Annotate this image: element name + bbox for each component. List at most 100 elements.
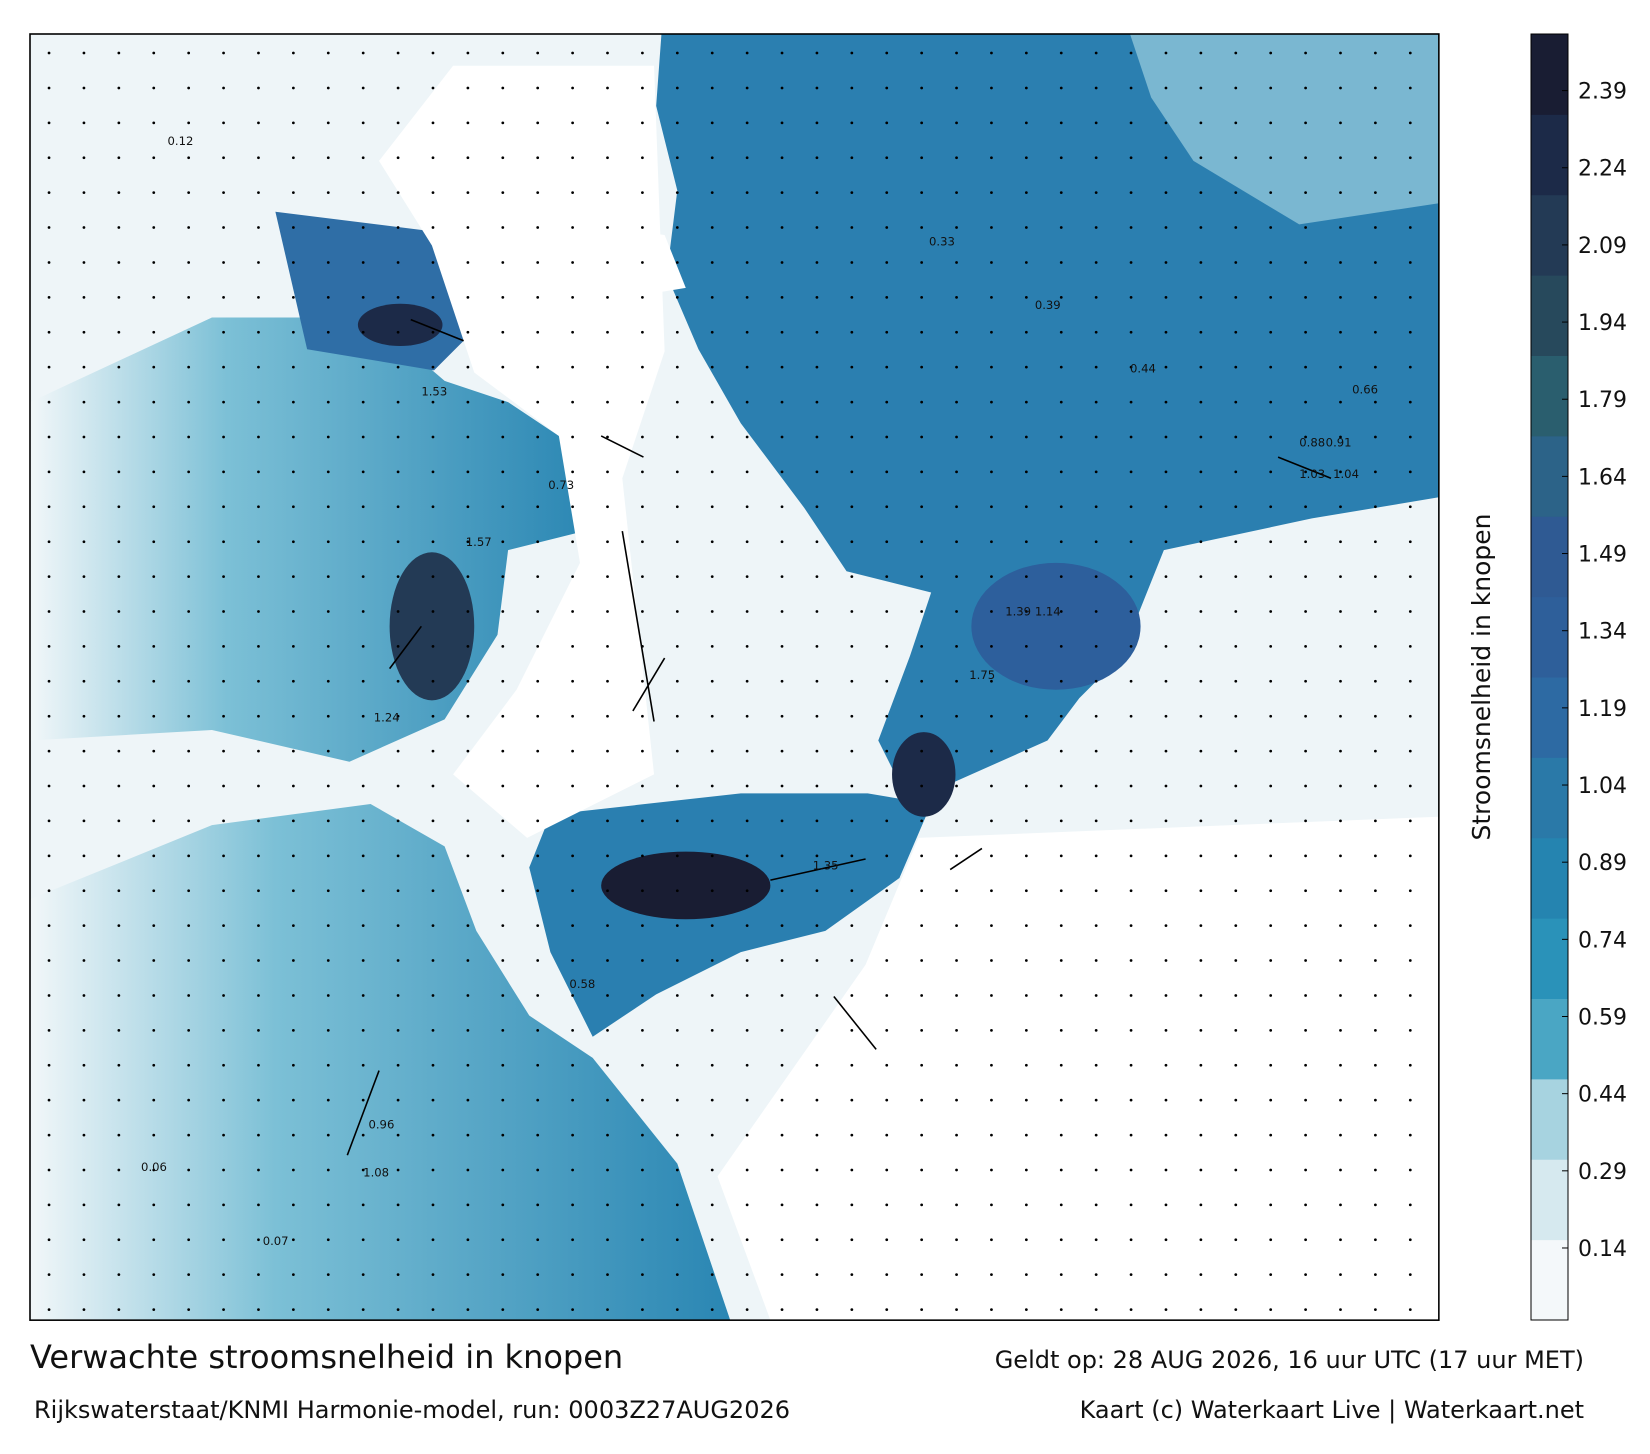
grid-dot (1374, 295, 1377, 299)
grid-dot (536, 505, 540, 509)
grid-dot (1129, 784, 1133, 788)
grid-dot (920, 470, 924, 474)
grid-dot (291, 1203, 295, 1207)
colorbar-tick-label: 0.89 (1578, 851, 1627, 876)
grid-dot (885, 540, 889, 544)
grid-dot (1408, 994, 1412, 997)
grid-dot (641, 295, 644, 299)
grid-dot (326, 610, 330, 613)
grid-dot (1024, 156, 1028, 160)
grid-dot (1339, 749, 1342, 753)
grid-dot (1234, 1098, 1238, 1102)
grid-dot (536, 121, 540, 125)
grid-dot (291, 505, 295, 509)
grid-dot (431, 994, 435, 997)
grid-dot (466, 226, 470, 229)
grid-dot (1408, 400, 1412, 404)
grid-dot (1164, 854, 1168, 858)
colorbar-band (1531, 34, 1568, 115)
grid-dot (82, 749, 86, 753)
grid-dot (431, 330, 435, 334)
grid-dot (780, 156, 784, 160)
grid-dot (745, 121, 749, 125)
grid-dot (850, 1273, 854, 1277)
fast-current (892, 732, 956, 817)
grid-dot (1059, 365, 1063, 369)
grid-dot (431, 959, 435, 962)
grid-dot (885, 156, 889, 160)
grid-dot (920, 156, 924, 160)
grid-dot (1199, 994, 1203, 997)
grid-dot (1374, 121, 1377, 125)
grid-dot (920, 679, 924, 683)
speed-label: 0.88 (1299, 436, 1325, 450)
grid-dot (1339, 1308, 1342, 1311)
grid-dot (675, 610, 679, 613)
grid-dot (1269, 1238, 1273, 1242)
grid-dot (466, 1273, 470, 1277)
grid-dot (571, 156, 574, 160)
speed-label: 0.39 (1035, 298, 1061, 312)
grid-dot (675, 365, 679, 369)
grid-dot (431, 261, 435, 264)
grid-dot (641, 330, 644, 334)
colorbar-band (1531, 114, 1568, 196)
grid-dot (1024, 435, 1028, 439)
grid-dot (117, 365, 121, 369)
grid-dot (780, 994, 784, 997)
grid-dot (222, 854, 225, 858)
grid-dot (222, 645, 225, 648)
grid-dot (1059, 540, 1063, 544)
grid-dot (1269, 610, 1273, 613)
map: 1.531.571.39 1.141.751.351.03 1.040.88 0.91… (29, 33, 1440, 1321)
grid-dot (641, 924, 644, 928)
grid-dot (920, 575, 924, 578)
grid-dot (1304, 191, 1307, 195)
grid-dot (536, 226, 540, 229)
grid-dot (152, 714, 156, 718)
grid-dot (571, 1063, 574, 1067)
grid-dot (396, 191, 400, 195)
grid-dot (152, 819, 156, 823)
grid-dot (1408, 156, 1412, 160)
grid-dot (222, 400, 225, 404)
grid-dot (710, 1098, 714, 1102)
grid-dot (606, 435, 609, 439)
grid-dot (1408, 959, 1412, 962)
grid-dot (536, 540, 540, 544)
grid-dot (606, 1098, 609, 1102)
grid-dot (885, 226, 889, 229)
grid-dot (82, 365, 86, 369)
grid-dot (885, 1168, 889, 1172)
grid-dot (571, 470, 574, 474)
grid-dot (361, 1238, 365, 1242)
grid-dot (1094, 610, 1098, 613)
grid-dot (326, 400, 330, 404)
grid-dot (1304, 1273, 1307, 1277)
grid-dot (745, 505, 749, 509)
grid-dot (1339, 679, 1342, 683)
grid-dot (885, 1273, 889, 1277)
grid-dot (641, 1133, 644, 1137)
grid-dot (431, 645, 435, 648)
grid-dot (1269, 1203, 1273, 1207)
grid-dot (1339, 784, 1342, 788)
grid-dot (257, 959, 260, 962)
grid-dot (641, 156, 644, 160)
grid-dot (466, 505, 470, 509)
grid-dot (780, 261, 784, 264)
grid-dot (815, 400, 819, 404)
grid-dot (1374, 435, 1377, 439)
grid-dot (187, 86, 191, 90)
grid-dot (47, 470, 51, 474)
grid-dot (396, 435, 400, 439)
grid-dot (920, 295, 924, 299)
grid-dot (1304, 470, 1307, 474)
grid-dot (466, 1238, 470, 1242)
grid-dot (1408, 86, 1412, 90)
grid-dot (1269, 470, 1273, 474)
grid-dot (990, 889, 993, 893)
grid-dot (990, 295, 993, 299)
grid-dot (396, 994, 400, 997)
grid-dot (466, 191, 470, 195)
